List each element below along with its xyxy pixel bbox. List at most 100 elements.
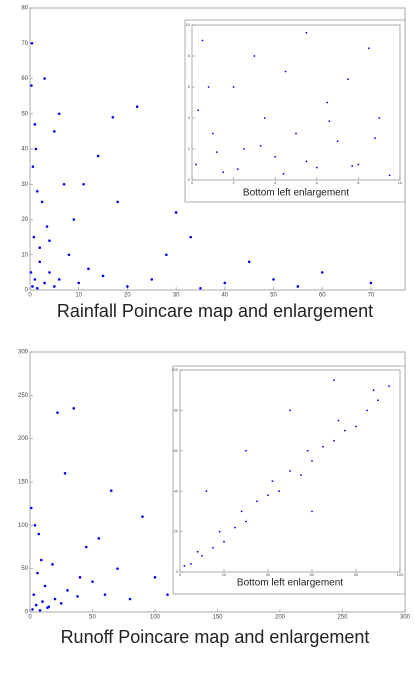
point xyxy=(190,563,192,565)
x-tick-label: 0 xyxy=(191,180,194,185)
point xyxy=(306,449,309,452)
point xyxy=(31,285,34,288)
point xyxy=(43,77,46,80)
point xyxy=(337,419,340,422)
point xyxy=(253,55,256,57)
point xyxy=(97,537,101,540)
point xyxy=(30,84,33,87)
point xyxy=(295,132,297,135)
point xyxy=(311,460,313,462)
y-tick-label: 6 xyxy=(188,84,191,89)
point xyxy=(29,271,33,274)
point xyxy=(355,425,357,428)
point xyxy=(38,260,42,264)
point xyxy=(369,281,373,285)
point xyxy=(109,489,113,492)
point xyxy=(87,267,90,271)
y-tick-label: 300 xyxy=(18,350,29,356)
point xyxy=(289,409,291,412)
point xyxy=(189,235,193,239)
point xyxy=(347,78,349,81)
x-tick-label: 8 xyxy=(357,180,360,185)
point xyxy=(223,281,227,285)
y-tick-label: 8 xyxy=(188,53,191,58)
point xyxy=(247,260,251,264)
point xyxy=(300,474,302,476)
point xyxy=(91,580,94,583)
point xyxy=(256,500,258,503)
y-tick-label: 50 xyxy=(21,111,28,117)
point xyxy=(53,130,56,133)
point xyxy=(48,271,51,274)
point xyxy=(36,190,39,193)
y-tick-label: 80 xyxy=(21,6,28,12)
point xyxy=(212,546,214,549)
point xyxy=(236,168,239,171)
point xyxy=(36,286,39,290)
point xyxy=(33,278,37,281)
x-tick-label: 200 xyxy=(275,615,286,621)
y-tick-label: 10 xyxy=(186,22,191,27)
point xyxy=(278,490,280,493)
point xyxy=(72,218,76,221)
point xyxy=(197,109,200,112)
point xyxy=(245,449,247,452)
point xyxy=(43,584,47,588)
x-tick-label: 100 xyxy=(397,572,404,577)
point xyxy=(45,225,49,228)
y-tick-label: 250 xyxy=(18,393,29,399)
point xyxy=(116,200,119,204)
point xyxy=(38,608,42,612)
chart-caption: Rainfall Poincare map and enlargement xyxy=(57,301,373,321)
point xyxy=(63,472,67,475)
x-tick-label: 20 xyxy=(124,293,131,299)
point xyxy=(32,235,36,239)
point xyxy=(33,123,37,126)
point xyxy=(150,278,154,281)
point xyxy=(351,165,354,167)
point xyxy=(166,593,169,596)
point xyxy=(223,540,225,543)
point xyxy=(263,117,266,119)
point xyxy=(377,399,379,402)
point xyxy=(103,593,107,596)
point xyxy=(372,389,375,392)
y-tick-label: 40 xyxy=(21,147,28,153)
point xyxy=(53,285,56,288)
y-tick-label: 30 xyxy=(21,182,28,188)
x-tick-label: 2 xyxy=(232,180,235,185)
point xyxy=(141,515,144,518)
y-tick-label: 70 xyxy=(21,41,28,47)
x-tick-label: 60 xyxy=(310,572,315,577)
x-tick-label: 60 xyxy=(319,293,326,299)
point xyxy=(183,565,186,567)
point xyxy=(271,480,274,482)
point xyxy=(328,120,331,122)
point xyxy=(32,593,36,596)
point xyxy=(48,239,51,242)
point xyxy=(222,171,225,174)
point xyxy=(333,439,335,442)
y-tick-label: 150 xyxy=(18,480,29,486)
x-tick-label: 10 xyxy=(75,293,82,299)
point xyxy=(336,140,339,143)
point xyxy=(311,510,313,513)
y-tick-label: 60 xyxy=(21,76,28,82)
x-tick-label: 20 xyxy=(222,572,227,577)
point xyxy=(284,70,287,73)
point xyxy=(289,470,291,472)
point xyxy=(96,154,100,158)
y-tick-label: 20 xyxy=(174,529,179,534)
point xyxy=(274,155,277,158)
point xyxy=(388,174,391,177)
point xyxy=(53,597,57,601)
point xyxy=(195,163,198,166)
point xyxy=(240,510,243,513)
point xyxy=(31,608,34,611)
point xyxy=(126,285,129,288)
inset-caption: Bottom left enlargement xyxy=(243,188,349,199)
point xyxy=(34,603,38,607)
point xyxy=(305,31,308,34)
x-tick-label: 50 xyxy=(270,293,277,299)
point xyxy=(43,281,46,285)
